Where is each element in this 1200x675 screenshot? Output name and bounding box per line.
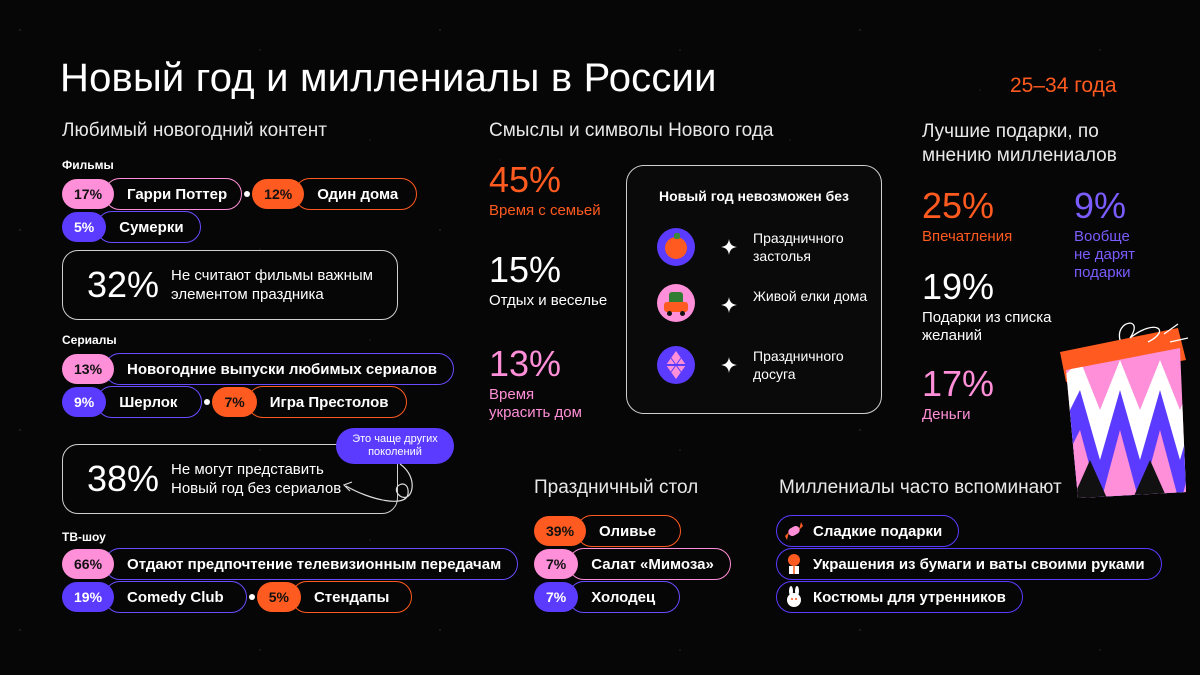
car-with-tree-icon	[657, 284, 695, 322]
card-item-text: Живой елки дома	[753, 288, 868, 304]
gift-stat: 25% Впечатления	[922, 188, 1012, 246]
films-box-pct: 32%	[87, 264, 160, 305]
tv-pct: 19%	[62, 582, 115, 612]
meaning-label: Время с семьей	[489, 202, 601, 219]
tv-name: Comedy Club	[104, 581, 247, 613]
meaning-pct: 45%	[489, 159, 562, 200]
candy-icon	[785, 522, 803, 540]
table-pct: 39%	[534, 516, 587, 546]
gift-label: Деньги	[922, 406, 971, 423]
memory-text: Украшения из бумаги и ваты своими руками	[813, 555, 1145, 573]
separator-dot	[248, 594, 255, 600]
film-pct: 12%	[252, 179, 305, 209]
gift-label: Впечатления	[922, 228, 1013, 245]
content-heading: Любимый новогодний контент	[62, 120, 327, 141]
series-pct: 13%	[62, 354, 115, 384]
ornament-icon	[657, 346, 695, 384]
series-box-pct: 38%	[87, 458, 160, 499]
gifts-heading: Лучшие подарки, по мнению миллениалов	[922, 121, 1117, 166]
series-row-2: 9% Шерлок 7% Игра Престолов	[62, 386, 408, 418]
table-name: Салат «Мимоза»	[568, 548, 731, 580]
meaning-stat: 13% Время украсить дом	[489, 346, 599, 422]
tv-row-2: 19% Comedy Club 5% Стендапы	[62, 581, 413, 613]
paper-decoration-icon	[788, 554, 800, 574]
table-row: 7% Холодец	[534, 581, 681, 613]
gift-label: Вообще не дарят подарки	[1074, 228, 1136, 281]
table-row: 39% Оливье	[534, 515, 682, 547]
films-row-1: 17% Гарри Поттер 12% Один дома	[62, 178, 418, 210]
memories-heading: Миллениалы часто вспоминают	[779, 477, 1062, 498]
series-row-1: 13% Новогодние выпуски любимых сериалов	[62, 353, 455, 385]
series-pct: 9%	[62, 387, 107, 417]
memory-item: Украшения из бумаги и ваты своими руками	[776, 548, 1162, 580]
tv-row-1: 66% Отдают предпочтение телевизионным пе…	[62, 548, 519, 580]
meaning-stat: 15% Отдых и веселье	[489, 252, 607, 310]
page-title: Новый год и миллениалы в России	[60, 56, 717, 100]
films-row-2: 5% Сумерки	[62, 211, 201, 243]
films-box-text: Не считают фильмы важным элементом празд…	[171, 267, 373, 303]
film-name: Гарри Поттер	[104, 178, 243, 210]
meaning-pct: 13%	[489, 343, 562, 384]
card-title: Новый год невозможен без	[659, 188, 849, 204]
bunny-costume-icon	[787, 586, 801, 607]
card-item-text: Праздничного застолья	[753, 230, 844, 264]
age-range: 25–34 года	[1010, 74, 1117, 97]
separator-dot	[204, 399, 211, 405]
impossible-without-card: Новый год невозможен без Праздничного за…	[626, 165, 882, 414]
orange-icon	[657, 228, 695, 266]
memory-item: Сладкие подарки	[776, 515, 960, 547]
meaning-stat: 45% Время с семьей	[489, 162, 601, 220]
note-arrow-icon	[342, 463, 413, 502]
tv-pct: 5%	[256, 582, 301, 612]
series-stat-box: 38% Не могут представить Новый год без с…	[62, 444, 398, 514]
series-pct: 7%	[212, 387, 257, 417]
gift-pct: 9%	[1074, 185, 1127, 226]
series-box-text: Не могут представить Новый год без сериа…	[171, 461, 342, 497]
tv-label: ТВ-шоу	[62, 530, 106, 544]
gift-stat: 9% Вообще не дарят подарки	[1074, 188, 1154, 282]
tv-name: Стендапы	[290, 581, 413, 613]
series-name: Новогодние выпуски любимых сериалов	[104, 353, 455, 385]
table-name: Холодец	[568, 581, 681, 613]
gift-pct: 17%	[922, 363, 995, 404]
film-pct: 17%	[62, 179, 115, 209]
films-label: Фильмы	[62, 158, 114, 172]
film-pct: 5%	[62, 212, 107, 242]
series-name: Игра Престолов	[246, 386, 408, 418]
table-name: Оливье	[576, 515, 682, 547]
gift-stat: 17% Деньги	[922, 366, 994, 424]
memory-text: Сладкие подарки	[813, 522, 943, 540]
memory-item: Костюмы для утренников	[776, 581, 1023, 613]
gift-pct: 25%	[922, 185, 995, 226]
sparkle-icon	[721, 357, 737, 373]
table-heading: Праздничный стол	[534, 477, 699, 498]
film-name: Сумерки	[96, 211, 201, 243]
meaning-pct: 15%	[489, 249, 562, 290]
meanings-heading: Смыслы и символы Нового года	[489, 120, 774, 141]
note-bubble: Это чаще других поколений	[336, 428, 454, 464]
table-pct: 7%	[534, 582, 579, 612]
tv-pct: 66%	[62, 549, 115, 579]
sparkle-icon	[721, 297, 737, 313]
separator-dot	[244, 191, 251, 197]
card-item-text: Праздничного досуга	[753, 348, 844, 382]
tv-name: Отдают предпочтение телевизионным переда…	[104, 548, 519, 580]
table-row: 7% Салат «Мимоза»	[534, 548, 731, 580]
series-name: Шерлок	[96, 386, 203, 418]
gift-box-icon	[1060, 322, 1189, 498]
films-stat-box: 32% Не считают фильмы важным элементом п…	[62, 250, 398, 320]
gift-pct: 19%	[922, 266, 995, 307]
film-name: Один дома	[294, 178, 418, 210]
meaning-label: Время украсить дом	[489, 386, 582, 421]
gift-stat: 19% Подарки из списка желаний	[922, 269, 1072, 345]
gift-label: Подарки из списка желаний	[922, 309, 1052, 344]
meaning-label: Отдых и веселье	[489, 292, 608, 309]
memory-text: Костюмы для утренников	[813, 588, 1006, 606]
sparkle-icon	[721, 239, 737, 255]
table-pct: 7%	[534, 549, 579, 579]
series-label: Сериалы	[62, 333, 117, 347]
